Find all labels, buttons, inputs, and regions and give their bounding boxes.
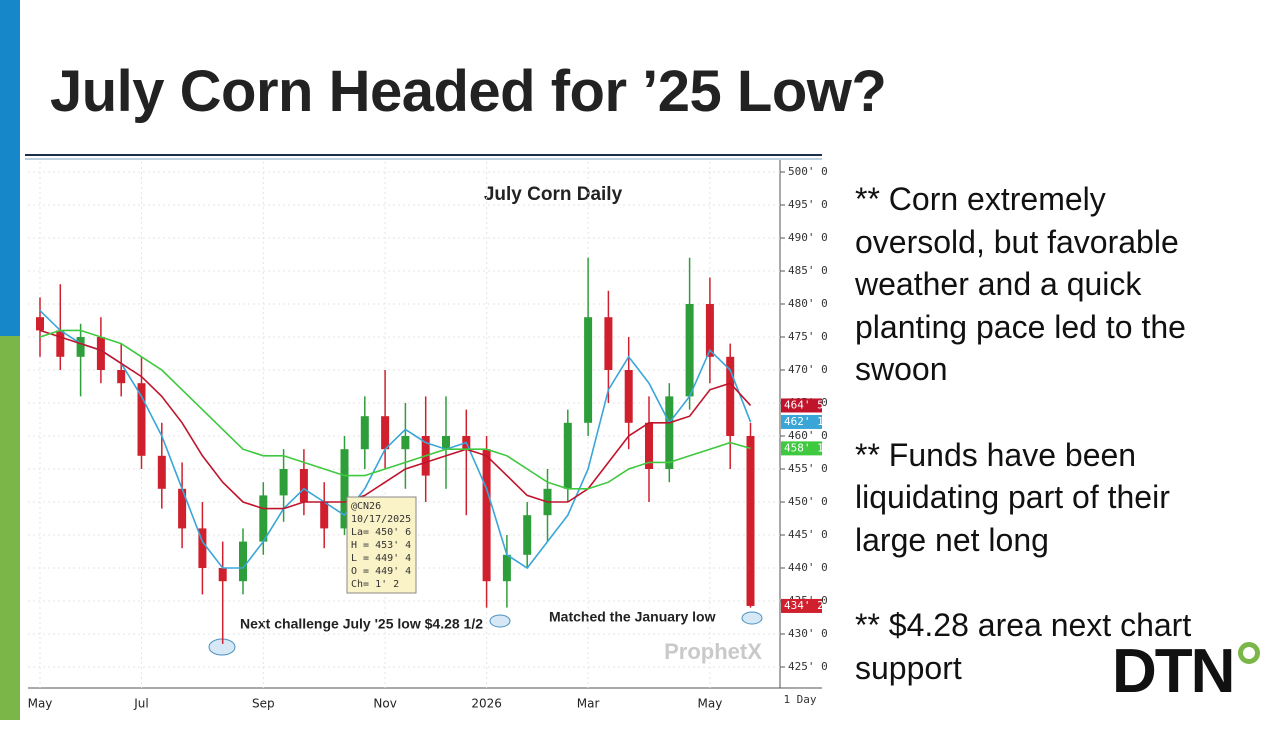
candle-body xyxy=(36,317,44,331)
candle-body xyxy=(117,370,126,384)
bullet: ** $4.28 area next chart support xyxy=(855,607,1192,686)
candle-body xyxy=(360,416,369,450)
y-tick-label: 430' 0 xyxy=(788,627,828,640)
candle-body xyxy=(218,568,227,582)
bullet: ** Funds have been liquidating part of t… xyxy=(855,436,1170,558)
candle-body xyxy=(442,436,450,450)
candle-body xyxy=(137,383,146,456)
price-tag-label: 462' 1 xyxy=(784,415,824,428)
bullet-list: ** Corn extremely oversold, but favorabl… xyxy=(855,178,1235,732)
price-tag xyxy=(781,598,822,613)
candle-body xyxy=(645,422,653,469)
y-tick-label: 445' 0 xyxy=(788,528,828,541)
y-tick-label: 470' 0 xyxy=(788,363,828,376)
x-tick-label: May xyxy=(28,697,53,711)
candle-body xyxy=(381,416,390,450)
tooltip-line: @CN26 xyxy=(351,501,381,512)
chart: July Corn Daily 1 Day ProphetX Next chal… xyxy=(25,150,828,715)
candle-body xyxy=(279,469,288,496)
y-tick-label: 440' 0 xyxy=(788,561,828,574)
candle-body xyxy=(705,304,714,357)
y-tick-label: 485' 0 xyxy=(788,264,828,277)
bullet: ** Corn extremely oversold, but favorabl… xyxy=(855,181,1186,387)
candle-body xyxy=(746,436,755,606)
highlight-ellipse xyxy=(489,614,511,628)
candle-body xyxy=(76,337,85,357)
x-tick-label: Mar xyxy=(577,697,600,711)
price-tag xyxy=(781,398,822,413)
candle-body xyxy=(685,304,694,397)
x-tick-label: 2026 xyxy=(471,697,502,711)
tooltip-box xyxy=(346,496,417,594)
x-tick-label: Nov xyxy=(373,697,396,711)
moving-average xyxy=(39,329,751,490)
tooltip-line: O = 449' 4 xyxy=(351,566,411,577)
y-tick-label: 460' 0 xyxy=(788,429,828,442)
tooltip-line: Ch= 1' 2 xyxy=(351,579,399,590)
accent-bar xyxy=(0,336,20,720)
candle-body xyxy=(198,528,207,568)
highlight-ellipse xyxy=(741,611,763,625)
y-tick-label: 490' 0 xyxy=(788,231,828,244)
candle-body xyxy=(299,469,308,502)
x-tick-label: Sep xyxy=(252,697,275,711)
y-tick-label: 455' 0 xyxy=(788,462,828,475)
candle-body xyxy=(726,356,735,436)
y-tick-label: 495' 0 xyxy=(788,198,828,211)
candle-body xyxy=(157,455,166,489)
watermark: ProphetX xyxy=(664,639,762,664)
price-tag xyxy=(781,414,822,429)
tooltip-line: H = 453' 4 xyxy=(351,540,411,551)
candle-body xyxy=(563,422,572,489)
candle-body xyxy=(624,370,633,423)
candle-body xyxy=(523,515,532,555)
candle-body xyxy=(320,502,329,529)
candle-body xyxy=(482,449,491,582)
x-tick-label: May xyxy=(697,697,722,711)
tooltip-line: 10/17/2025 xyxy=(351,514,411,525)
moving-average xyxy=(39,329,752,510)
period-label: 1 Day xyxy=(783,693,816,706)
moving-average xyxy=(39,310,752,570)
y-tick-label: 480' 0 xyxy=(788,297,828,310)
logo: DTN xyxy=(1112,637,1235,706)
price-tag-label: 464' 5 xyxy=(784,398,824,411)
tooltip-line: La= 450' 6 xyxy=(351,527,411,538)
price-tag-label: 434' 2 xyxy=(784,599,824,612)
candle-body xyxy=(401,436,410,450)
price-tag-label: 458' 1 xyxy=(784,441,824,454)
chart-background xyxy=(25,150,822,715)
slide-title: July Corn Headed for ’25 Low? xyxy=(50,59,887,124)
tooltip-line: L = 449' 4 xyxy=(351,553,411,564)
candle-body xyxy=(502,554,511,582)
y-tick-label: 500' 0 xyxy=(788,165,828,178)
candle-body xyxy=(239,541,247,582)
candle-body xyxy=(56,330,65,357)
candle-body xyxy=(584,317,593,423)
y-tick-label: 450' 0 xyxy=(788,495,828,508)
accent-bar xyxy=(0,0,20,336)
x-tick-label: Jul xyxy=(133,697,148,711)
y-tick-label: 425' 0 xyxy=(788,660,828,673)
y-tick-label: 475' 0 xyxy=(788,330,828,343)
candle-body xyxy=(665,396,674,469)
logo-dot xyxy=(1238,642,1260,664)
annotation: Matched the January low xyxy=(549,609,716,625)
candle-body xyxy=(96,337,105,370)
price-tag xyxy=(781,441,822,456)
candle-body xyxy=(178,488,187,529)
candle-body xyxy=(259,495,268,542)
chart-title: July Corn Daily xyxy=(484,184,623,205)
annotation: Next challenge July '25 low $4.28 1/2 xyxy=(240,616,483,632)
candle-body xyxy=(604,317,613,370)
candle-body xyxy=(340,449,349,529)
